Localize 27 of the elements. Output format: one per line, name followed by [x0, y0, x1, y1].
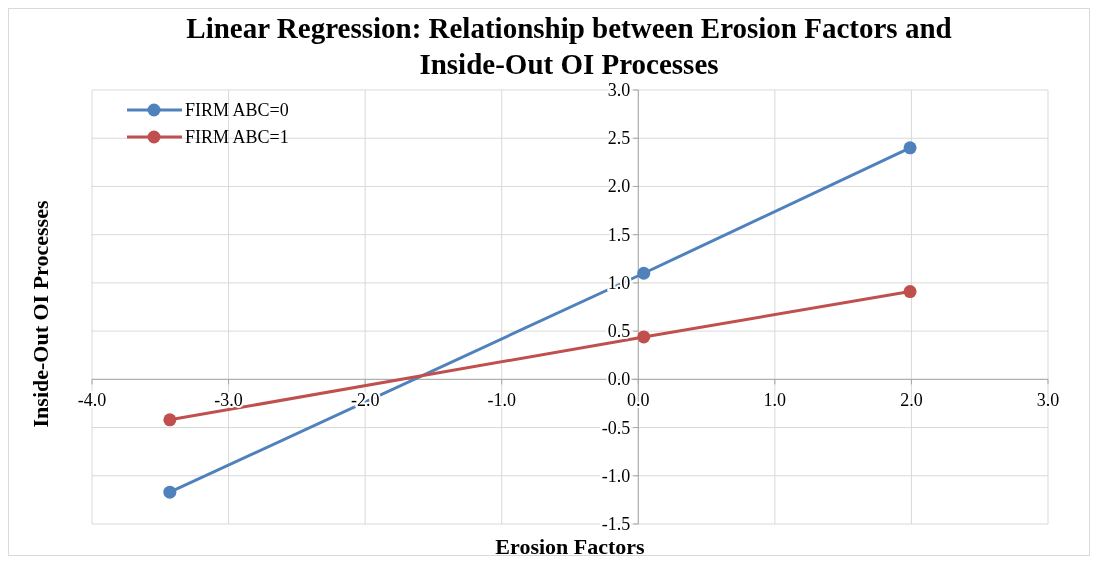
- x-tick-label: 1.0: [763, 390, 787, 411]
- y-tick-label: -1.5: [601, 514, 631, 534]
- y-tick-label: 0.0: [607, 369, 631, 390]
- x-tick-label: -1.0: [487, 390, 516, 411]
- point: [163, 413, 177, 427]
- y-tick-label: 3.0: [607, 80, 631, 100]
- y-tick-label: 0.5: [607, 321, 631, 342]
- x-tick-label: 3.0: [1036, 390, 1060, 411]
- chart-title: Linear Regression: Relationship between Erosion Factors and Inside-Out OI Processes: [186, 12, 952, 80]
- y-tick-label: -1.0: [601, 465, 631, 486]
- y-tick-label: 2.5: [607, 128, 631, 149]
- y-axis-title: Inside-Out OI Processes: [28, 200, 53, 428]
- legend-label: FIRM ABC=0: [185, 100, 289, 120]
- y-tick-label: -0.5: [601, 417, 631, 438]
- x-tick-label: -4.0: [77, 390, 107, 411]
- y-tick-label: 2.0: [607, 176, 631, 197]
- point: [903, 141, 917, 155]
- point: [637, 266, 651, 280]
- point: [163, 485, 177, 499]
- x-axis-title: Erosion Factors: [495, 534, 646, 559]
- point: [637, 330, 651, 344]
- x-tick-label: 2.0: [900, 390, 923, 411]
- y-tick-label: 1.5: [607, 224, 631, 245]
- x-tick-label: 0.0: [627, 390, 650, 411]
- point: [903, 285, 917, 299]
- x-tick-label: -3.0: [214, 390, 243, 411]
- legend-label: FIRM ABC=1: [185, 127, 289, 147]
